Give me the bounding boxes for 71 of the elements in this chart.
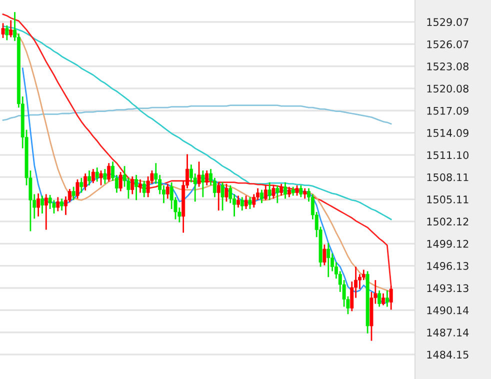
candlestick bbox=[299, 184, 303, 198]
candlestick bbox=[272, 184, 276, 200]
y-tick-label: 1502.12 bbox=[427, 218, 468, 226]
candlestick bbox=[5, 24, 9, 41]
y-tick-label: 1508.11 bbox=[427, 173, 468, 182]
candlestick bbox=[76, 178, 80, 200]
candlestick bbox=[220, 182, 224, 212]
candlestick bbox=[276, 184, 280, 204]
candlestick bbox=[322, 244, 326, 266]
candlestick bbox=[142, 180, 146, 198]
candlestick bbox=[88, 170, 91, 186]
candlestick bbox=[287, 186, 291, 198]
y-tick-label: 1487.14 bbox=[427, 328, 469, 336]
candlestick bbox=[260, 189, 264, 204]
candlestick bbox=[95, 166, 99, 182]
candlestick bbox=[264, 184, 268, 201]
candlestick bbox=[9, 20, 13, 38]
y-tick-label: 1517.09 bbox=[427, 106, 468, 115]
candlestick bbox=[378, 290, 382, 308]
candlestick bbox=[224, 183, 228, 202]
y-tick-label: 1514.09 bbox=[427, 129, 468, 137]
y-tick-label: 1505.11 bbox=[427, 196, 468, 204]
y-tick-label: 1484.15 bbox=[427, 350, 468, 359]
candlestick bbox=[56, 196, 60, 212]
candlestick bbox=[205, 170, 209, 186]
candlestick bbox=[72, 186, 76, 201]
y-tick-label: 1499.12 bbox=[427, 240, 468, 248]
candlestick bbox=[201, 170, 205, 198]
candlestick bbox=[295, 184, 299, 196]
candlestick bbox=[284, 182, 287, 200]
line-series bbox=[2, 25, 392, 220]
y-tick-label: 1520.08 bbox=[427, 84, 468, 93]
candlestick bbox=[236, 194, 240, 208]
y-tick-label: 1493.13 bbox=[427, 284, 468, 292]
candlestick bbox=[197, 160, 201, 188]
candlestick bbox=[303, 188, 307, 200]
candlestick bbox=[107, 162, 111, 182]
candlestick bbox=[268, 182, 272, 201]
candlestick bbox=[91, 168, 95, 184]
candlestick bbox=[248, 196, 252, 210]
candlestick bbox=[382, 292, 385, 306]
candlestick bbox=[103, 168, 107, 185]
candlestick bbox=[166, 183, 170, 200]
y-tick-label: 1526.07 bbox=[427, 40, 468, 48]
candlestick bbox=[80, 177, 84, 194]
candlestick bbox=[60, 198, 64, 212]
candlestick bbox=[99, 170, 103, 186]
candlestick bbox=[138, 178, 142, 194]
candlestick bbox=[130, 176, 134, 195]
candlestick bbox=[326, 242, 330, 278]
candlestick bbox=[52, 199, 56, 214]
y-tick-label: 1496.13 bbox=[427, 262, 468, 270]
candlestick bbox=[84, 172, 88, 192]
line-series bbox=[2, 104, 392, 125]
y-tick-label: 1490.14 bbox=[427, 306, 469, 314]
candlestick bbox=[240, 196, 244, 212]
candlestick bbox=[40, 194, 44, 214]
y-tick-label: 1511.10 bbox=[427, 151, 468, 160]
y-tick-label: 1523.08 bbox=[427, 62, 468, 70]
y-tick-label: 1529.07 bbox=[427, 18, 468, 26]
candlestick bbox=[216, 182, 220, 212]
candlestick bbox=[280, 183, 284, 196]
candlestick bbox=[48, 194, 52, 210]
candlestick bbox=[244, 194, 248, 210]
candlestick bbox=[118, 171, 122, 192]
candlestick bbox=[44, 194, 48, 230]
candlestick bbox=[1, 22, 5, 39]
candlestick bbox=[36, 192, 40, 218]
candlestick bbox=[385, 290, 389, 308]
candlestick bbox=[389, 285, 393, 310]
candlestick bbox=[134, 174, 138, 201]
